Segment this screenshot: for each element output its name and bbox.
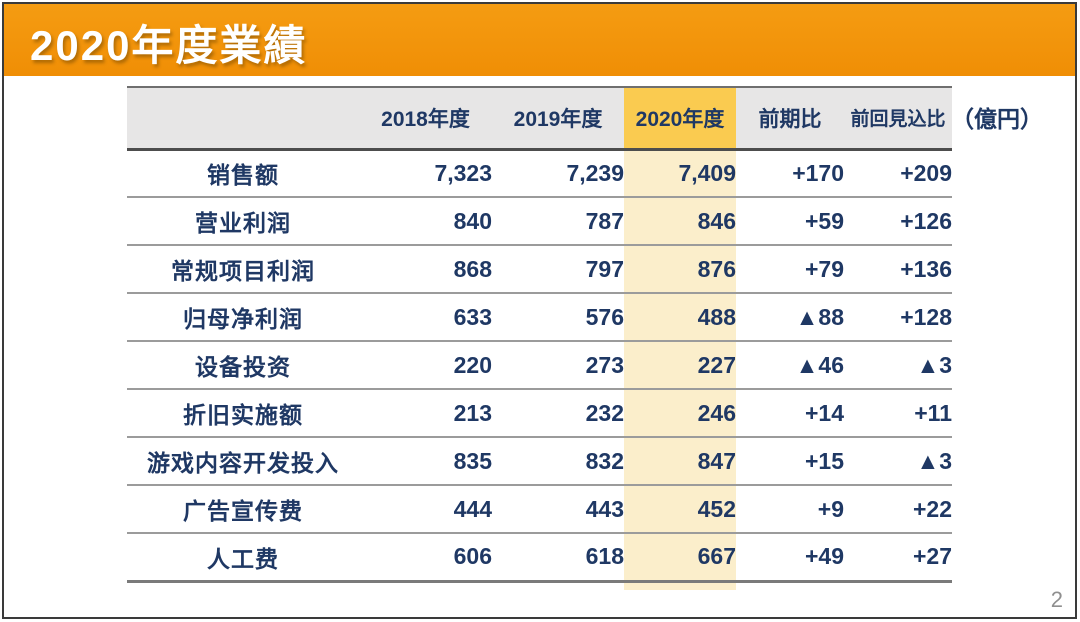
cell-yoy: ▲46 — [795, 351, 844, 378]
row-label: 设备投资 — [195, 354, 291, 380]
cell-yoy: +9 — [817, 495, 844, 522]
cell-fy2019: 797 — [585, 255, 624, 282]
row-label: 营业利润 — [195, 210, 291, 236]
cell-yoy: ▲88 — [795, 303, 844, 330]
table-row: 销售额 7,323 7,239 7,409 +170 +209 — [127, 149, 952, 197]
cell-fy2020: 847 — [697, 447, 736, 474]
cell-vs-forecast: +11 — [914, 399, 952, 426]
cell-fy2018: 444 — [453, 495, 492, 522]
cell-vs-forecast: +209 — [900, 159, 952, 186]
table-header: 2018年度 2019年度 2020年度 前期比 前回見込比 — [127, 86, 952, 151]
cell-vs-forecast: +22 — [912, 495, 952, 522]
cell-fy2020: 667 — [697, 543, 736, 570]
header-fy2020: 2020年度 — [624, 86, 736, 151]
cell-vs-forecast: +27 — [912, 543, 952, 570]
table-row: 游戏内容开发投入 835 832 847 +15 ▲3 — [127, 437, 952, 485]
table-row: 归母净利润 633 576 488 ▲88 +128 — [127, 293, 952, 341]
cell-vs-forecast: +128 — [900, 303, 952, 330]
row-label: 归母净利润 — [183, 306, 303, 332]
cell-fy2018: 606 — [453, 543, 492, 570]
cell-fy2018: 835 — [453, 447, 492, 474]
cell-fy2018: 633 — [453, 303, 492, 330]
table-row: 常规项目利润 868 797 876 +79 +136 — [127, 245, 952, 293]
cell-fy2019: 7,239 — [566, 159, 624, 186]
cell-fy2020: 488 — [697, 303, 736, 330]
cell-fy2019: 576 — [585, 303, 624, 330]
cell-yoy: +170 — [792, 159, 844, 186]
row-label: 销售额 — [207, 162, 279, 189]
cell-fy2019: 443 — [585, 495, 624, 522]
header-fy2019: 2019年度 — [492, 86, 624, 151]
cell-yoy: +79 — [804, 255, 844, 282]
cell-vs-forecast: +126 — [900, 207, 952, 234]
header-row-label — [127, 86, 359, 151]
cell-fy2019: 832 — [585, 447, 624, 474]
cell-yoy: +59 — [804, 207, 844, 234]
row-label: 常规项目利润 — [171, 258, 315, 284]
header-fy2018: 2018年度 — [359, 86, 492, 151]
cell-fy2020: 7,409 — [678, 159, 736, 186]
table-row: 折旧实施额 213 232 246 +14 +11 — [127, 389, 952, 437]
unit-label: （億円） — [951, 106, 1043, 132]
table-row: 广告宣传费 444 443 452 +9 +22 — [127, 485, 952, 533]
header-row: 2018年度 2019年度 2020年度 前期比 前回見込比 — [127, 86, 952, 151]
cell-fy2018: 868 — [453, 255, 492, 282]
cell-fy2018: 840 — [453, 207, 492, 234]
cell-vs-forecast: ▲3 — [916, 351, 952, 378]
results-table-area: 2018年度 2019年度 2020年度 前期比 前回見込比 销售额 7,323… — [127, 86, 952, 596]
row-label: 折旧实施额 — [183, 402, 303, 428]
cell-yoy: +15 — [804, 447, 844, 474]
fy2020-highlight-band — [624, 86, 736, 590]
results-table: 2018年度 2019年度 2020年度 前期比 前回見込比 销售额 7,323… — [127, 86, 952, 583]
table-row: 设备投资 220 273 227 ▲46 ▲3 — [127, 341, 952, 389]
page-number: 2 — [1050, 587, 1063, 612]
cell-yoy: +14 — [804, 399, 844, 426]
header-vs-forecast: 前回見込比 — [844, 86, 952, 151]
title-bar: 2020年度業績 — [4, 4, 1075, 76]
cell-fy2018: 220 — [453, 351, 492, 378]
cell-fy2020: 227 — [697, 351, 736, 378]
cell-vs-forecast: ▲3 — [916, 447, 952, 474]
cell-fy2020: 846 — [697, 207, 736, 234]
table-row: 人工费 606 618 667 +49 +27 — [127, 533, 952, 581]
row-label: 人工费 — [207, 545, 279, 572]
cell-fy2019: 232 — [585, 399, 624, 426]
table-row: 营业利润 840 787 846 +59 +126 — [127, 197, 952, 245]
cell-fy2018: 213 — [453, 399, 492, 426]
table-body: 销售额 7,323 7,239 7,409 +170 +209 营业利润 840… — [127, 149, 952, 581]
row-label: 广告宣传费 — [183, 498, 303, 524]
cell-yoy: +49 — [804, 543, 844, 570]
row-label: 游戏内容开发投入 — [147, 450, 339, 476]
cell-fy2020: 246 — [697, 399, 736, 426]
cell-fy2019: 787 — [585, 207, 624, 234]
header-yoy: 前期比 — [736, 86, 844, 151]
cell-fy2018: 7,323 — [434, 159, 492, 186]
cell-fy2020: 452 — [697, 495, 736, 522]
page-title: 2020年度業績 — [30, 22, 308, 69]
cell-fy2019: 273 — [585, 351, 624, 378]
cell-fy2019: 618 — [585, 543, 624, 570]
cell-vs-forecast: +136 — [900, 255, 952, 282]
cell-fy2020: 876 — [697, 255, 736, 282]
